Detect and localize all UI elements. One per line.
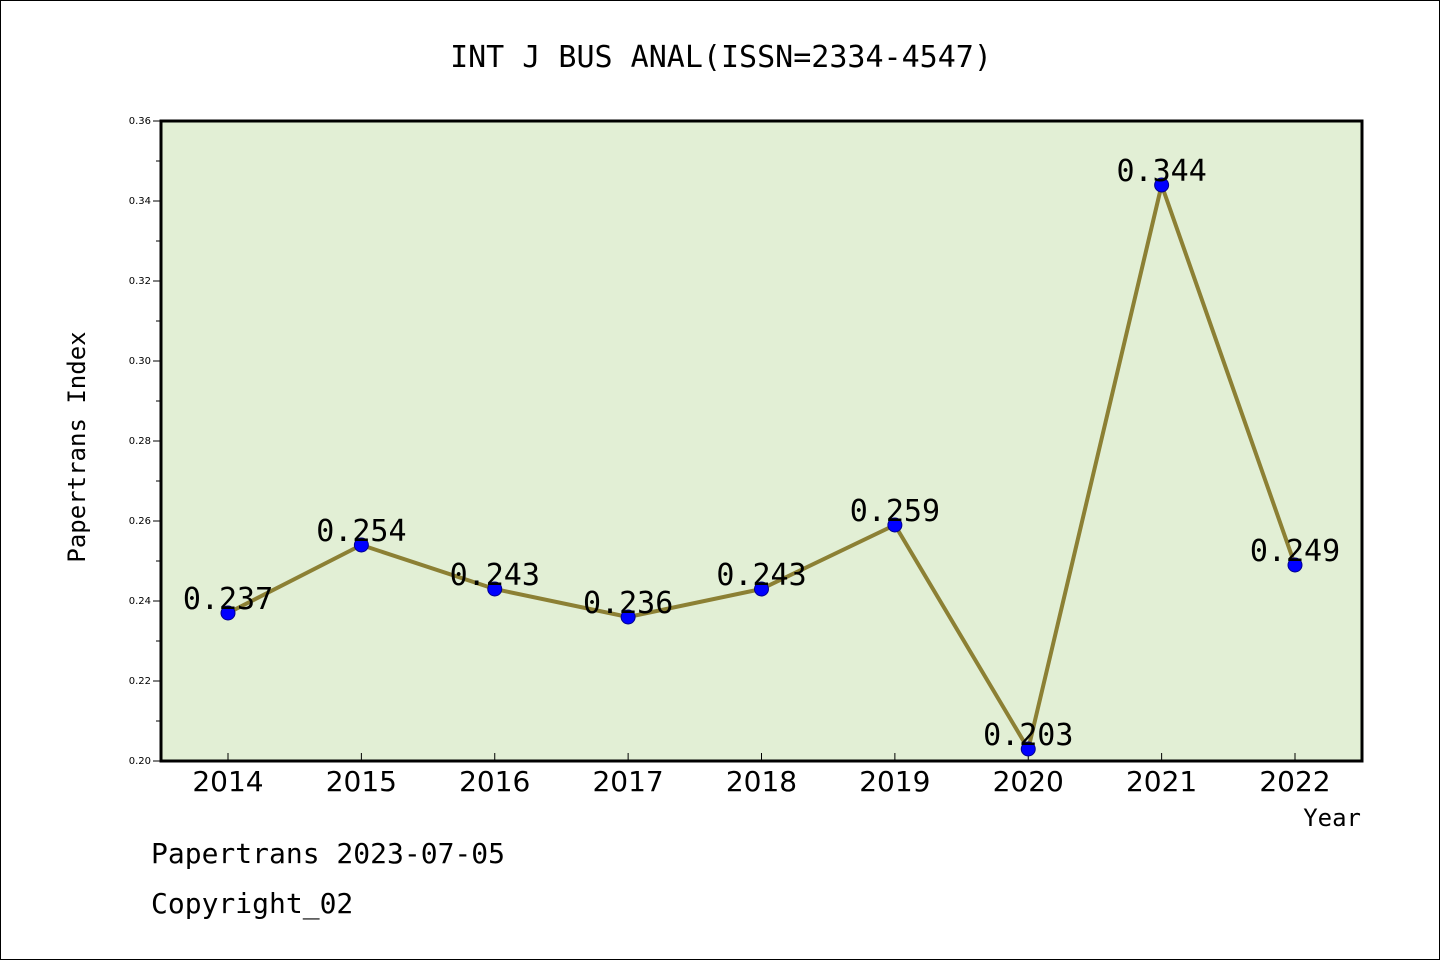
x-tick-label: 2018 [726,765,797,798]
y-tick-label: 0.22 [129,676,151,687]
data-point [887,517,903,533]
data-point [487,581,503,597]
footer-date: Papertrans 2023-07-05 [151,837,506,870]
data-labels: 0.237 0.254 0.243 0.236 0.243 0.259 0.203 0.344… [183,154,1340,753]
y-tick-label: 0.28 [129,436,151,447]
x-tick-label: 2015 [326,765,397,798]
data-point [620,609,636,625]
x-tick-label: 2022 [1259,765,1330,798]
y-tick-label: 0.36 [129,116,151,127]
y-tick-label: 0.26 [129,516,151,527]
y-tick-label: 0.30 [129,356,151,367]
x-tick-label: 2021 [1126,765,1197,798]
data-label: 0.259 [850,494,940,529]
y-tick-label: 0.32 [129,276,151,287]
y-tick-label: 0.34 [129,196,151,207]
y-axis: 0.20 0.22 0.24 0.26 0.28 0.30 0.32 0.34 0.36 [129,116,161,767]
data-label: 0.249 [1250,534,1340,569]
data-markers [220,177,1303,757]
data-label: 0.203 [983,718,1073,753]
x-tick-label: 2016 [459,765,530,798]
footer-copyright: Copyright_02 [151,887,354,920]
y-tick-label: 0.24 [129,596,151,607]
x-axis-label: Year [1303,804,1361,832]
data-label: 0.236 [583,586,673,621]
data-label: 0.254 [316,514,406,549]
y-axis-label: Papertrans Index [63,331,91,562]
x-axis: 2014 2015 2016 2017 2018 2019 2020 2021 2022 [192,753,1331,798]
data-point [1154,177,1170,193]
x-tick-label: 2017 [592,765,663,798]
x-tick-label: 2019 [859,765,930,798]
data-point [1020,741,1036,757]
plot-border [159,119,1364,763]
data-point [754,581,769,597]
data-point [1287,557,1303,573]
x-tick-label: 2014 [192,765,263,798]
chart-title: INT J BUS ANAL(ISSN=2334-4547) [450,40,992,75]
data-point [353,537,369,553]
plot-area [161,121,1362,761]
data-point [220,605,236,621]
x-tick-label: 2020 [993,765,1064,798]
data-label: 0.243 [450,558,540,593]
data-label: 0.243 [716,558,806,593]
data-label: 0.237 [183,582,273,617]
y-tick-label: 0.20 [129,756,151,767]
data-label: 0.344 [1116,154,1206,189]
